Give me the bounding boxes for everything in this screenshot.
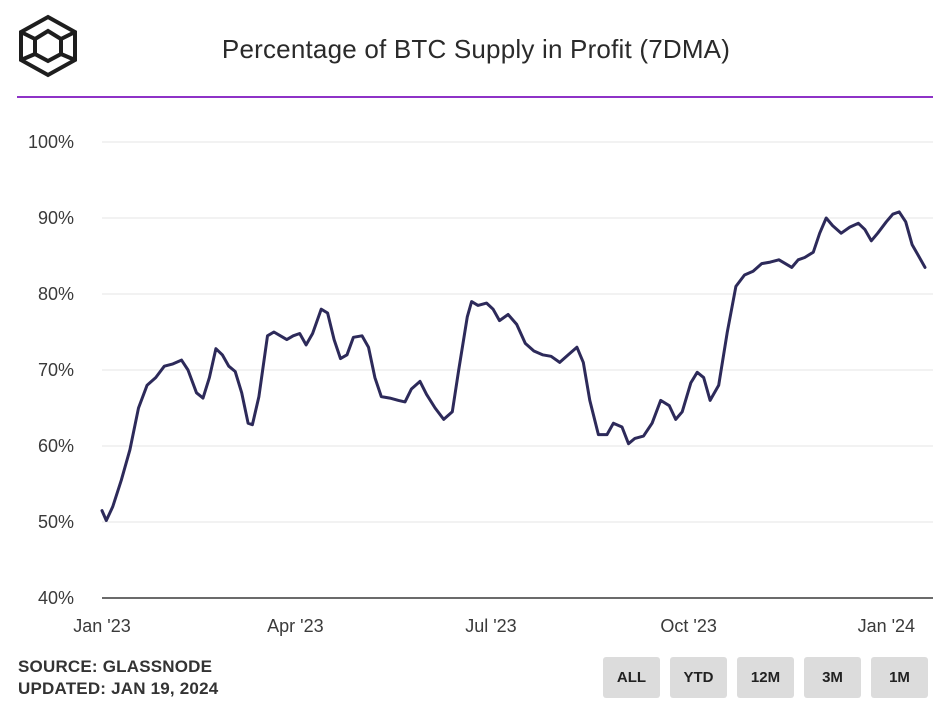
x-tick-label: Apr '23 <box>267 616 323 636</box>
y-tick-label: 40% <box>38 588 74 608</box>
chart-title: Percentage of BTC Supply in Profit (7DMA… <box>221 34 731 64</box>
range-button-1m[interactable]: 1M <box>871 657 928 698</box>
x-tick-label: Oct '23 <box>660 616 716 636</box>
y-tick-label: 80% <box>38 284 74 304</box>
range-button-group: ALL YTD 12M 3M 1M <box>603 657 928 698</box>
x-tick-label: Jul '23 <box>465 616 516 636</box>
y-tick-label: 90% <box>38 208 74 228</box>
range-button-all[interactable]: ALL <box>603 657 660 698</box>
y-tick-label: 100% <box>28 132 74 152</box>
chart-header: Percentage of BTC Supply in Profit (7DMA… <box>0 0 952 98</box>
x-tick-label: Jan '23 <box>73 616 130 636</box>
range-button-12m[interactable]: 12M <box>737 657 794 698</box>
source-info: SOURCE: GLASSNODE UPDATED: JAN 19, 2024 <box>18 656 218 700</box>
updated-label: UPDATED: JAN 19, 2024 <box>18 679 219 698</box>
series-line <box>100 210 927 522</box>
range-button-ytd[interactable]: YTD <box>670 657 727 698</box>
y-tick-label: 60% <box>38 436 74 456</box>
x-tick-label: Jan '24 <box>858 616 915 636</box>
range-button-3m[interactable]: 3M <box>804 657 861 698</box>
header-divider <box>17 96 933 98</box>
y-tick-label: 70% <box>38 360 74 380</box>
source-label: SOURCE: GLASSNODE <box>18 657 213 676</box>
line-chart: 40% 50% 60% 70% 80% 90% 100% Jan '23 Apr '23 Jul … <box>28 132 933 636</box>
y-tick-label: 50% <box>38 512 74 532</box>
cube-logo-icon <box>19 14 77 78</box>
